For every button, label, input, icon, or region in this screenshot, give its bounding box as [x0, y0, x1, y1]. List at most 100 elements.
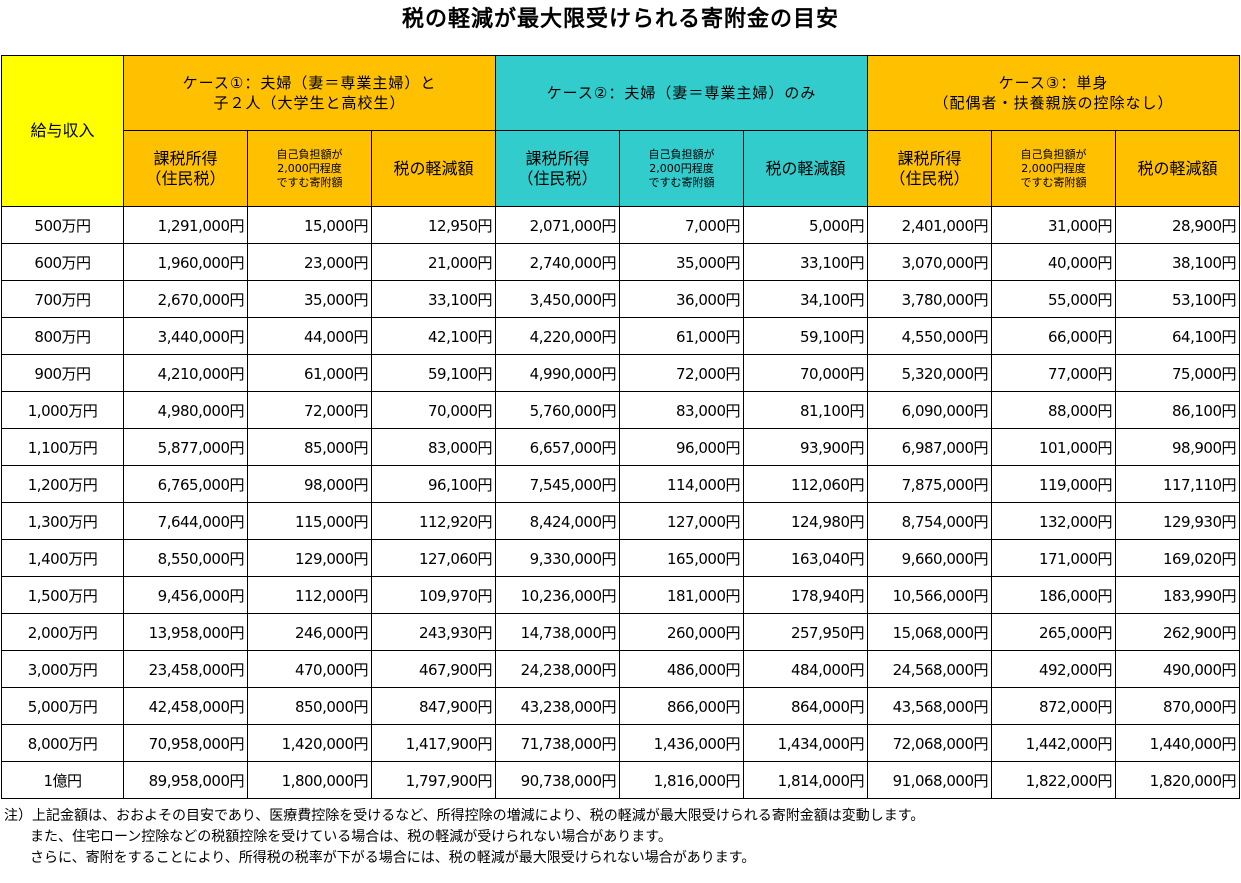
case3-donation-cell: 31,000円 — [991, 206, 1116, 244]
case1-tax-reduction-cell: 83,000円 — [371, 428, 496, 466]
donation-header-line2: 2,000円程度 — [649, 161, 714, 175]
case3-donation-cell: 88,000円 — [991, 391, 1116, 429]
income-cell: 1,500万円 — [1, 576, 124, 614]
case2-taxable-income-cell: 43,238,000円 — [495, 687, 620, 725]
case2-taxable-income-header: 課税所得 （住民税） — [495, 130, 620, 207]
case3-header-line1: ケース③：単身 — [998, 74, 1109, 92]
case2-donation-cell: 181,000円 — [619, 576, 744, 614]
case2-taxable-income-cell: 3,450,000円 — [495, 280, 620, 318]
case1-taxable-income-cell: 8,550,000円 — [123, 539, 248, 577]
case3-taxable-income-cell: 3,780,000円 — [867, 280, 992, 318]
donation-header-line1: 自己負担額が — [276, 147, 343, 161]
case1-donation-cell: 850,000円 — [247, 687, 372, 725]
case1-taxable-income-cell: 4,980,000円 — [123, 391, 248, 429]
case3-tax-reduction-cell: 28,900円 — [1115, 206, 1240, 244]
case1-taxable-income-cell: 4,210,000円 — [123, 354, 248, 392]
case2-tax-reduction-cell: 33,100円 — [743, 243, 868, 281]
case3-taxable-income-cell: 91,068,000円 — [867, 761, 992, 799]
case2-donation-cell: 7,000円 — [619, 206, 744, 244]
case1-donation-cell: 72,000円 — [247, 391, 372, 429]
case2-tax-reduction-cell: 257,950円 — [743, 613, 868, 651]
case3-tax-reduction-cell: 53,100円 — [1115, 280, 1240, 318]
case1-donation-cell: 15,000円 — [247, 206, 372, 244]
case1-header-line1: ケース①：夫婦（妻＝専業主婦）と — [182, 74, 437, 92]
case3-tax-reduction-cell: 117,110円 — [1115, 465, 1240, 503]
income-cell: 900万円 — [1, 354, 124, 392]
case1-tax-reduction-cell: 127,060円 — [371, 539, 496, 577]
case2-donation-cell: 36,000円 — [619, 280, 744, 318]
case3-taxable-income-cell: 7,875,000円 — [867, 465, 992, 503]
case1-taxable-income-cell: 7,644,000円 — [123, 502, 248, 540]
case3-taxable-income-cell: 3,070,000円 — [867, 243, 992, 281]
page-title: 税の軽減が最大限受けられる寄附金の目安 — [401, 7, 839, 32]
case2-donation-cell: 114,000円 — [619, 465, 744, 503]
table-row: 8,000万円 70,958,000円 1,420,000円 1,417,900円 71… — [1, 724, 1240, 762]
case2-taxable-income-cell: 5,760,000円 — [495, 391, 620, 429]
case3-donation-cell: 1,822,000円 — [991, 761, 1116, 799]
taxable-header-line1: 課税所得 — [897, 148, 962, 168]
case2-donation-amount-header: 自己負担額が 2,000円程度 ですむ寄附額 — [619, 130, 744, 207]
case2-taxable-income-cell: 10,236,000円 — [495, 576, 620, 614]
case2-donation-cell: 83,000円 — [619, 391, 744, 429]
taxable-header-line1: 課税所得 — [153, 148, 218, 168]
case1-tax-reduction-cell: 70,000円 — [371, 391, 496, 429]
case2-donation-cell: 127,000円 — [619, 502, 744, 540]
case2-header: ケース②：夫婦（妻＝専業主婦）のみ — [495, 55, 868, 131]
case3-donation-cell: 872,000円 — [991, 687, 1116, 725]
case1-donation-cell: 115,000円 — [247, 502, 372, 540]
case3-taxable-income-cell: 5,320,000円 — [867, 354, 992, 392]
case3-taxable-income-cell: 6,090,000円 — [867, 391, 992, 429]
case2-tax-reduction-cell: 163,040円 — [743, 539, 868, 577]
case1-donation-amount-header: 自己負担額が 2,000円程度 ですむ寄附額 — [247, 130, 372, 207]
case2-tax-reduction-cell: 124,980円 — [743, 502, 868, 540]
case3-donation-amount-header: 自己負担額が 2,000円程度 ですむ寄附額 — [991, 130, 1116, 207]
case2-donation-cell: 165,000円 — [619, 539, 744, 577]
case3-taxable-income-cell: 6,987,000円 — [867, 428, 992, 466]
income-cell: 2,000万円 — [1, 613, 124, 651]
case2-taxable-income-cell: 4,220,000円 — [495, 317, 620, 355]
footnote-2: また、住宅ローン控除などの税額控除を受けている場合は、税の軽減が受けられない場合… — [30, 829, 672, 845]
case2-tax-reduction-cell: 93,900円 — [743, 428, 868, 466]
table-row: 1,300万円 7,644,000円 115,000円 112,920円 8,424,0… — [1, 502, 1240, 540]
income-cell: 800万円 — [1, 317, 124, 355]
case2-donation-cell: 260,000円 — [619, 613, 744, 651]
case3-taxable-income-cell: 43,568,000円 — [867, 687, 992, 725]
case3-tax-reduction-cell: 75,000円 — [1115, 354, 1240, 392]
case1-tax-reduction-cell: 109,970円 — [371, 576, 496, 614]
case3-donation-cell: 492,000円 — [991, 650, 1116, 688]
case1-header: ケース①：夫婦（妻＝専業主婦）と 子２人（大学生と高校生） — [123, 55, 496, 131]
case3-donation-cell: 132,000円 — [991, 502, 1116, 540]
case3-header: ケース③：単身 （配偶者・扶養親族の控除なし） — [867, 55, 1240, 131]
case2-tax-reduction-cell: 5,000円 — [743, 206, 868, 244]
case2-taxable-income-cell: 90,738,000円 — [495, 761, 620, 799]
table-row: 1,200万円 6,765,000円 98,000円 96,100円 7,545,000… — [1, 465, 1240, 503]
case3-tax-reduction-cell: 183,990円 — [1115, 576, 1240, 614]
case1-tax-reduction-cell: 21,000円 — [371, 243, 496, 281]
case3-taxable-income-cell: 2,401,000円 — [867, 206, 992, 244]
table-row: 5,000万円 42,458,000円 850,000円 847,900円 43,238… — [1, 687, 1240, 725]
donation-table: 給与収入 ケース①：夫婦（妻＝専業主婦）と 子２人（大学生と高校生） ケース②：… — [1, 55, 1240, 799]
income-cell: 500万円 — [1, 206, 124, 244]
table-row: 800万円 3,440,000円 44,000円 42,100円 4,220,000円 6… — [1, 317, 1240, 355]
table-row: 1,400万円 8,550,000円 129,000円 127,060円 9,330,0… — [1, 539, 1240, 577]
table-row: 1,500万円 9,456,000円 112,000円 109,970円 10,236,… — [1, 576, 1240, 614]
case2-donation-cell: 1,436,000円 — [619, 724, 744, 762]
table-row: 1,100万円 5,877,000円 85,000円 83,000円 6,657,000… — [1, 428, 1240, 466]
case1-donation-cell: 44,000円 — [247, 317, 372, 355]
case1-donation-cell: 1,420,000円 — [247, 724, 372, 762]
taxable-header-line2: （住民税） — [889, 168, 970, 188]
case1-taxable-income-cell: 9,456,000円 — [123, 576, 248, 614]
case1-taxable-income-cell: 23,458,000円 — [123, 650, 248, 688]
case1-donation-cell: 246,000円 — [247, 613, 372, 651]
case2-donation-cell: 72,000円 — [619, 354, 744, 392]
case3-tax-reduction-cell: 262,900円 — [1115, 613, 1240, 651]
table-row: 500万円 1,291,000円 15,000円 12,950円 2,071,000円 7… — [1, 206, 1240, 244]
case3-taxable-income-header: 課税所得 （住民税） — [867, 130, 992, 207]
case3-donation-cell: 40,000円 — [991, 243, 1116, 281]
income-cell: 8,000万円 — [1, 724, 124, 762]
case3-tax-reduction-cell: 490,000円 — [1115, 650, 1240, 688]
case3-taxable-income-cell: 10,566,000円 — [867, 576, 992, 614]
case1-donation-cell: 85,000円 — [247, 428, 372, 466]
case3-tax-reduction-cell: 64,100円 — [1115, 317, 1240, 355]
income-cell: 1,200万円 — [1, 465, 124, 503]
